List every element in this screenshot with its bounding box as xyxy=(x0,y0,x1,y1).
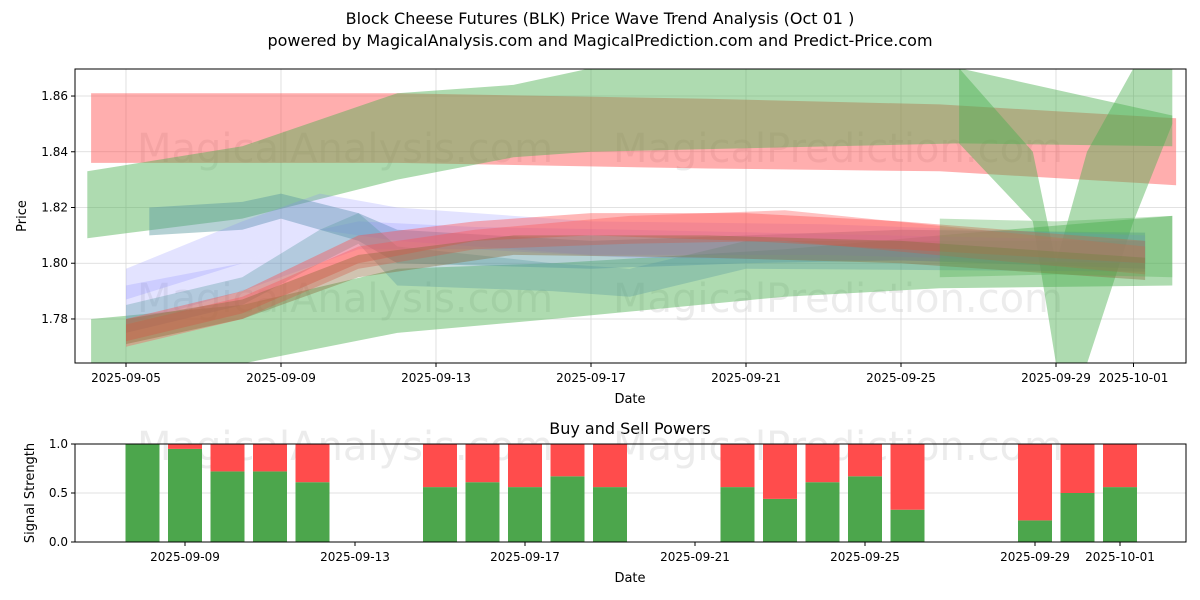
teal-mid-band xyxy=(126,213,1146,333)
green-top-band xyxy=(87,69,1173,239)
buy-bar xyxy=(848,476,882,542)
sell-bar xyxy=(210,444,245,472)
signal-y-ticks: 0.0 0.5 1.0 xyxy=(49,437,75,549)
price-y-tick-label: 1.78 xyxy=(41,312,68,326)
sell-bar xyxy=(805,444,840,483)
chart-title: Block Cheese Futures (BLK) Price Wave Tr… xyxy=(345,9,855,28)
price-y-tick-label: 1.82 xyxy=(41,201,68,215)
red-rising-band-2 xyxy=(126,210,1146,347)
sell-bar xyxy=(1103,444,1137,488)
sell-bar xyxy=(1018,444,1052,521)
signal-x-tick-label: 2025-09-25 xyxy=(830,550,900,564)
price-x-tick-label: 2025-09-09 xyxy=(246,371,316,385)
buy-bar xyxy=(720,487,755,542)
price-y-tick-label: 1.80 xyxy=(41,256,68,270)
price-grid xyxy=(75,69,1186,363)
signal-x-tick-label: 2025-09-09 xyxy=(150,550,220,564)
sell-bar xyxy=(890,444,925,510)
price-watermarks: MagicalAnalysis.com MagicalPrediction.com… xyxy=(137,126,1063,322)
sell-bar xyxy=(550,444,585,477)
buy-bar xyxy=(763,498,797,542)
buy-bar xyxy=(1103,487,1137,542)
green-wave-band xyxy=(959,69,1173,363)
price-x-tick-label: 2025-09-13 xyxy=(401,371,471,385)
sell-bar xyxy=(593,444,627,488)
signal-bars xyxy=(125,444,1137,542)
buy-bar xyxy=(593,487,627,542)
buy-bar xyxy=(210,471,245,542)
sell-bar xyxy=(848,444,882,477)
sell-bar xyxy=(508,444,542,488)
price-axes-frame xyxy=(74,68,1187,364)
signal-chart-title: Buy and Sell Powers xyxy=(549,419,711,438)
price-bands xyxy=(87,69,1177,363)
signal-y-tick-label: 0.0 xyxy=(49,535,68,549)
buy-bar xyxy=(423,487,457,542)
blue-wide-band xyxy=(126,193,1146,300)
sell-bar xyxy=(423,444,457,488)
sell-bar xyxy=(295,444,330,483)
chart-subtitle: powered by MagicalAnalysis.com and Magic… xyxy=(267,31,933,50)
sell-bar xyxy=(253,444,287,472)
buy-bar xyxy=(253,471,287,542)
watermark-text: MagicalPrediction.com xyxy=(613,126,1063,172)
price-y-ticks: 1.78 1.80 1.82 1.84 1.86 xyxy=(41,89,75,326)
price-x-tick-label: 2025-09-25 xyxy=(866,371,936,385)
buy-bar xyxy=(295,482,330,542)
buy-bar xyxy=(1060,493,1095,542)
price-x-tick-label: 2025-09-21 xyxy=(711,371,781,385)
buy-bar xyxy=(508,487,542,542)
price-x-tick-label: 2025-09-29 xyxy=(1021,371,1091,385)
sell-bar xyxy=(1060,444,1095,493)
price-x-tick-label: 2025-09-17 xyxy=(556,371,626,385)
red-rising-band xyxy=(126,213,1146,342)
teal-upper-band xyxy=(149,193,1146,269)
brown-rising-band xyxy=(126,235,1146,345)
price-y-tick-label: 1.86 xyxy=(41,89,68,103)
buy-bar xyxy=(1018,520,1052,542)
buy-bar xyxy=(890,509,925,542)
green-bottom-band xyxy=(91,215,1173,363)
signal-y-tick-label: 0.5 xyxy=(49,486,68,500)
signal-x-label: Date xyxy=(614,571,645,586)
signal-y-tick-label: 1.0 xyxy=(49,437,68,451)
price-x-tick-label: 2025-10-01 xyxy=(1099,371,1169,385)
blue-mid-band xyxy=(126,221,1146,325)
watermark-text: MagicalAnalysis.com xyxy=(137,126,553,172)
buy-bar xyxy=(465,482,500,542)
buy-bar xyxy=(125,444,160,542)
price-chart: MagicalAnalysis.com MagicalPrediction.com… xyxy=(15,68,1187,407)
signal-x-tick-label: 2025-09-13 xyxy=(320,550,390,564)
sell-bar xyxy=(465,444,500,483)
buy-bar xyxy=(550,476,585,542)
price-y-tick-label: 1.84 xyxy=(41,145,68,159)
signal-x-tick-label: 2025-09-17 xyxy=(490,550,560,564)
price-x-ticks: 2025-09-05 2025-09-09 2025-09-13 2025-09-17… xyxy=(91,363,1168,385)
sell-bar xyxy=(168,444,202,449)
signal-x-tick-label: 2025-09-29 xyxy=(1000,550,1070,564)
signal-x-ticks: 2025-09-09 2025-09-13 2025-09-17 2025-09-21… xyxy=(150,542,1155,564)
price-y-label: Price xyxy=(15,200,30,232)
signal-y-label: Signal Strength xyxy=(23,443,38,543)
green-inner-band xyxy=(939,215,1173,278)
signal-chart: Buy and Sell Powers MagicalAnalysis.comM… xyxy=(23,419,1187,586)
buy-bar xyxy=(168,448,202,542)
watermark-text: MagicalAnalysis.com xyxy=(137,276,553,322)
price-x-tick-label: 2025-09-05 xyxy=(91,371,161,385)
price-x-label: Date xyxy=(614,392,645,407)
sell-bar xyxy=(763,444,797,499)
watermark-text: MagicalPrediction.com xyxy=(613,276,1063,322)
buy-bar xyxy=(805,482,840,542)
sell-bar xyxy=(720,444,755,488)
red-top-band xyxy=(91,93,1177,186)
price-plot-area xyxy=(75,69,1186,363)
signal-x-tick-label: 2025-10-01 xyxy=(1085,550,1155,564)
signal-x-tick-label: 2025-09-21 xyxy=(660,550,730,564)
